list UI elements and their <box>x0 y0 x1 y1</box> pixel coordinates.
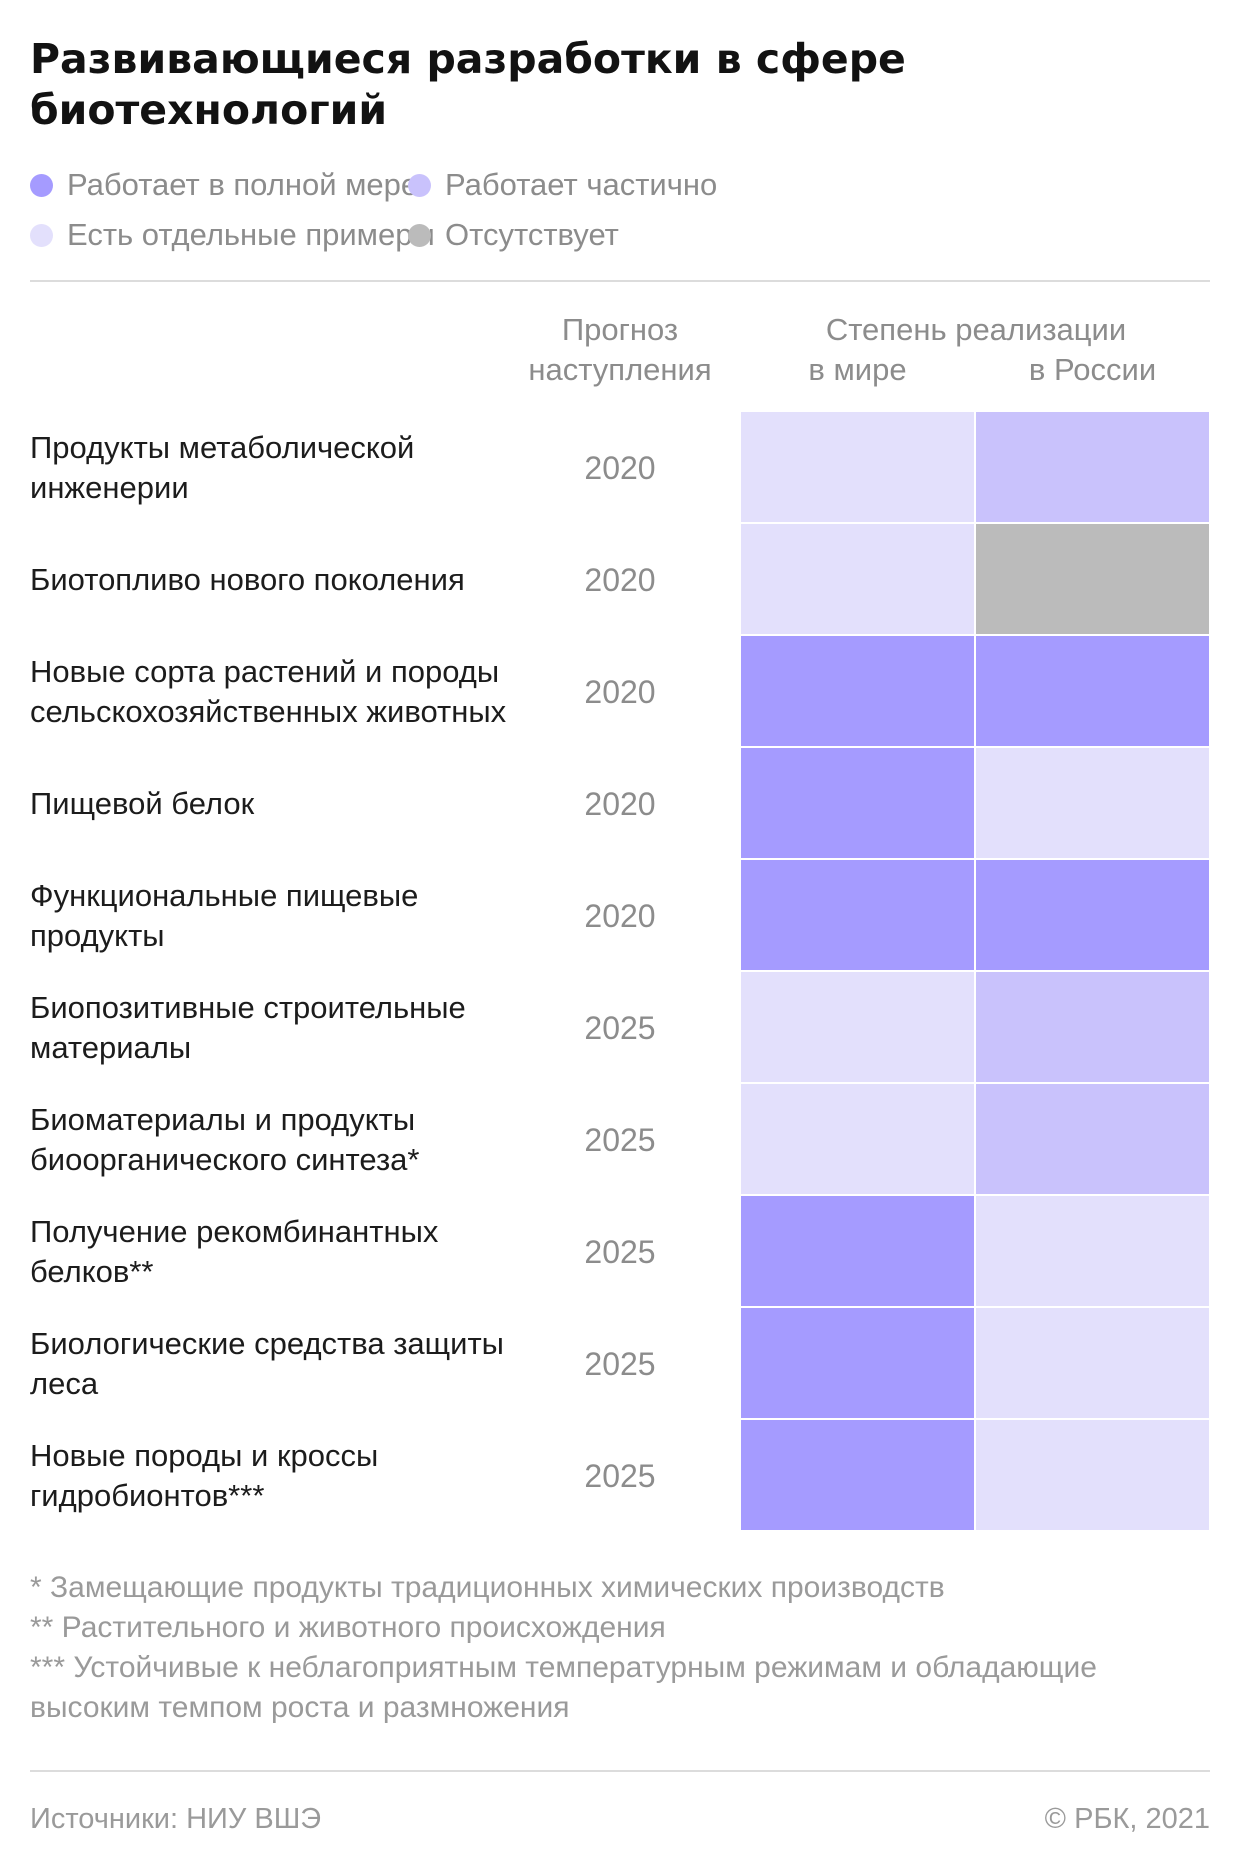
row-label: Получение рекомбинантных белков** <box>30 1214 439 1289</box>
row-forecast-year: 2020 <box>584 785 656 822</box>
row-forecast-year: 2025 <box>584 1121 656 1158</box>
cell-russia-examples <box>976 1308 1209 1418</box>
cell-russia-full <box>976 860 1209 970</box>
world-header: в мире <box>808 352 907 387</box>
table-row: Функциональные пищевые продукты 2020 <box>0 860 1240 972</box>
row-forecast-year: 2020 <box>584 897 656 934</box>
footnote-3: *** Устойчивые к неблагоприятным темпера… <box>30 1651 1097 1724</box>
table-row: Пищевой белок 2020 <box>0 748 1240 860</box>
legend-label-absent: Отсутствует <box>445 217 619 252</box>
table-row: Продукты метаболической инженерии 2020 <box>0 412 1240 524</box>
cell-russia-partial <box>976 972 1209 1082</box>
legend-label-examples: Есть отдельные примеры <box>67 217 435 252</box>
footnote-2: ** Растительного и животного происхожден… <box>30 1611 666 1644</box>
row-label: Биоматериалы и продукты биоорганического… <box>30 1102 420 1177</box>
legend: Работает в полной мере Работает частично… <box>30 165 1210 275</box>
row-forecast-year: 2025 <box>584 1009 656 1046</box>
footnote-1: * Замещающие продукты традиционных химич… <box>30 1571 945 1604</box>
row-forecast-year: 2025 <box>584 1457 656 1494</box>
table-row: Биоматериалы и продукты биоорганического… <box>0 1084 1240 1196</box>
row-forecast-year: 2025 <box>584 1345 656 1382</box>
realization-header: Степень реализации <box>825 312 1127 347</box>
cell-world-full <box>741 860 974 970</box>
legend-item-full: Работает в полной мере <box>30 165 418 205</box>
forecast-header: Прогноз наступления <box>510 310 730 390</box>
table-row: Биологические средства защиты леса 2025 <box>0 1308 1240 1420</box>
legend-item-examples: Есть отдельные примеры <box>30 215 435 255</box>
table-row: Получение рекомбинантных белков** 2025 <box>0 1196 1240 1308</box>
row-label: Биопозитивные строительные материалы <box>30 990 466 1065</box>
row-label: Биотопливо нового поколения <box>30 562 465 597</box>
cell-russia-examples <box>976 1196 1209 1306</box>
cell-russia-examples <box>976 1420 1209 1530</box>
cell-world-examples <box>741 1084 974 1194</box>
cell-russia-partial <box>976 412 1209 522</box>
row-forecast-year: 2025 <box>584 1233 656 1270</box>
row-label: Новые сорта растений и породы сельскохоз… <box>30 654 507 729</box>
legend-swatch-full <box>30 173 53 197</box>
legend-swatch-partial <box>408 173 431 197</box>
row-label: Продукты метаболической инженерии <box>30 430 415 505</box>
row-label: Новые породы и кроссы гидробионтов*** <box>30 1438 379 1513</box>
table-row: Биопозитивные строительные материалы 2025 <box>0 972 1240 1084</box>
row-label: Пищевой белок <box>30 786 255 821</box>
cell-world-full <box>741 636 974 746</box>
chart-title: Развивающиеся разработки в сфере биотехн… <box>30 35 906 134</box>
legend-label-partial: Работает частично <box>445 167 718 202</box>
row-label: Функциональные пищевые продукты <box>30 878 419 953</box>
cell-russia-partial <box>976 1084 1209 1194</box>
table-row: Биотопливо нового поколения 2020 <box>0 524 1240 636</box>
table-row: Новые сорта растений и породы сельскохоз… <box>0 636 1240 748</box>
legend-label-full: Работает в полной мере <box>67 167 419 202</box>
cell-russia-full <box>976 636 1209 746</box>
cell-world-full <box>741 748 974 858</box>
cell-world-full <box>741 1196 974 1306</box>
legend-swatch-absent <box>408 223 431 247</box>
row-forecast-year: 2020 <box>584 449 656 486</box>
forecast-header-line2: наступления <box>528 352 712 387</box>
cell-world-examples <box>741 412 974 522</box>
footnotes: * Замещающие продукты традиционных химич… <box>30 1568 1210 1728</box>
cell-world-examples <box>741 524 974 634</box>
cell-world-examples <box>741 972 974 1082</box>
row-label: Биологические средства защиты леса <box>30 1326 504 1401</box>
top-divider <box>30 280 1210 282</box>
cell-world-full <box>741 1308 974 1418</box>
table-row: Новые породы и кроссы гидробионтов*** 202… <box>0 1420 1240 1532</box>
legend-swatch-examples <box>30 223 53 247</box>
source-note: Источники: НИУ ВШЭ <box>30 1803 322 1835</box>
row-forecast-year: 2020 <box>584 561 656 598</box>
row-forecast-year: 2020 <box>584 673 656 710</box>
cell-russia-examples <box>976 748 1209 858</box>
cell-world-full <box>741 1420 974 1530</box>
legend-item-absent: Отсутствует <box>408 215 619 255</box>
forecast-header-line1: Прогноз <box>561 312 679 347</box>
cell-russia-absent <box>976 524 1209 634</box>
legend-item-partial: Работает частично <box>408 165 717 205</box>
copyright-note: © РБК, 2021 <box>1044 1803 1210 1835</box>
russia-header: в России <box>1028 352 1157 387</box>
bottom-divider <box>30 1770 1210 1772</box>
